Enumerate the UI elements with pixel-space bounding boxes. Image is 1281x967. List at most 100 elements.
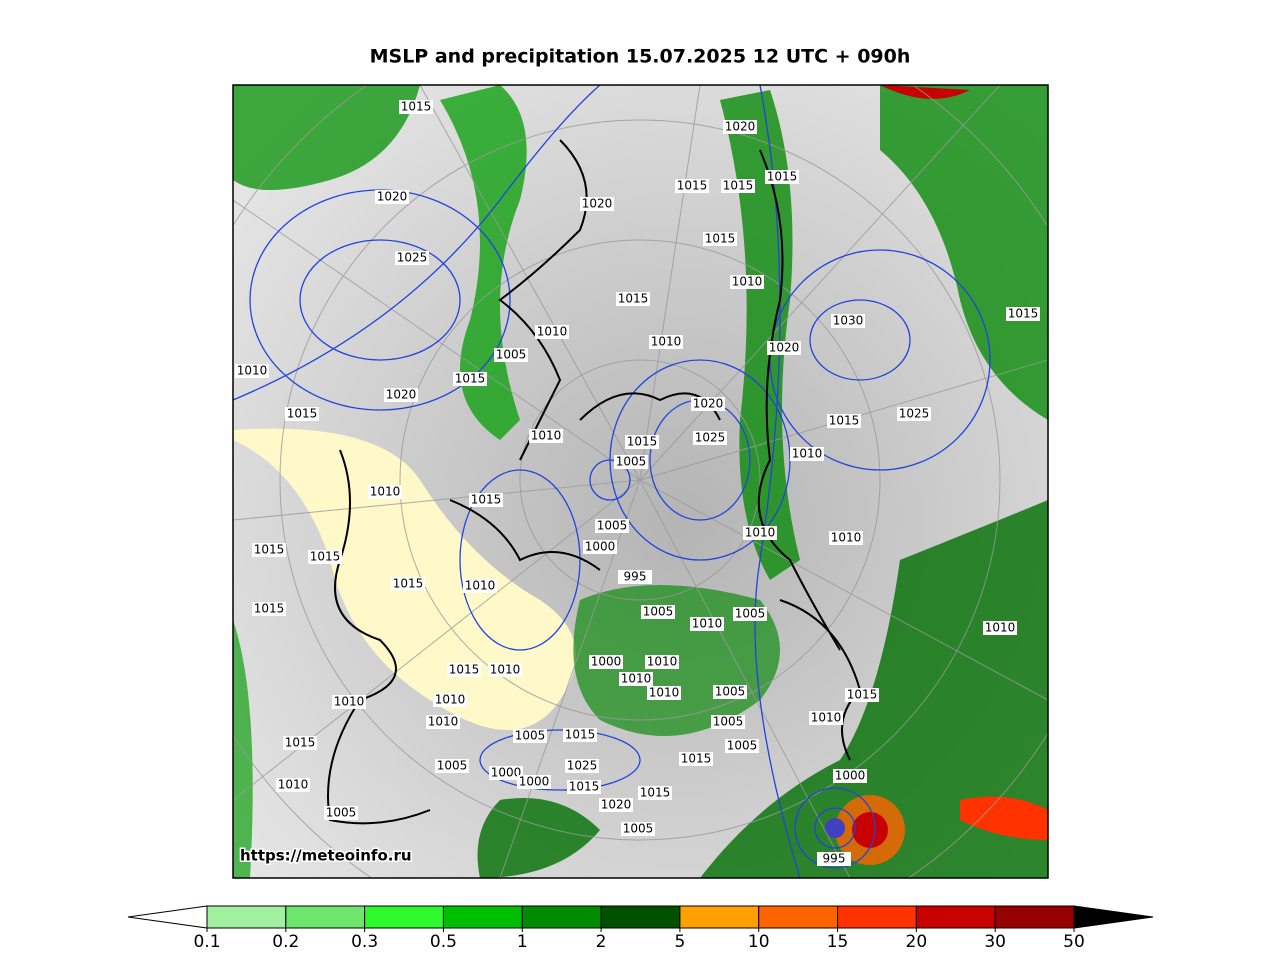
isobar-label-bg [679, 752, 713, 766]
isobar-label: 1015 [393, 577, 424, 591]
isobar-label-bg [829, 531, 863, 545]
isobar-label-bg [1006, 307, 1040, 321]
isobar-label: 1010 [428, 715, 459, 729]
isobar-label-bg [675, 179, 709, 193]
isobar-label-bg [733, 607, 767, 621]
isobar-label: 1010 [985, 621, 1016, 635]
isobar-label-bg [743, 526, 777, 540]
colorbar-label: 2 [596, 932, 607, 952]
isobar-label-bg [580, 197, 614, 211]
isobar-label-bg [817, 852, 851, 866]
colorbar-label: 10 [748, 932, 770, 952]
isobar-label: 1015 [829, 414, 860, 428]
map-frame [232, 84, 1049, 879]
isobar-label-bg [447, 663, 481, 677]
colorbar: 0.1 0.2 0.3 0.5 1 2 5 10 15 20 30 50 [127, 905, 1154, 952]
isobar-label: 995 [624, 570, 647, 584]
isobar-label: 1005 [713, 715, 744, 729]
isobar-label-bg [599, 798, 633, 812]
isobar-label-bg [399, 100, 433, 114]
isobar-label: 1015 [254, 543, 285, 557]
isobar-label-bg [235, 364, 269, 378]
isobar-label: 1025 [695, 431, 726, 445]
isobar-label-bg [433, 693, 467, 707]
isobar-label-bg [713, 685, 747, 699]
isobar-label-bg [489, 766, 523, 780]
isobar-label-bg [375, 190, 409, 204]
isobar-label: 1015 [681, 752, 712, 766]
isobar-label: 1010 [334, 695, 365, 709]
isobar-label: 1000 [519, 775, 550, 789]
isobar-label: 1005 [437, 759, 468, 773]
isobar-label: 1020 [725, 120, 756, 134]
colorbar-box [915, 905, 996, 929]
isobar-label-bg [453, 372, 487, 386]
isobar-label-bg [616, 292, 650, 306]
isobar-label-bg [767, 341, 801, 355]
colorbar-label: 50 [1063, 932, 1085, 952]
colorbar-box [994, 905, 1075, 929]
colorbar-label: 0.2 [272, 932, 299, 952]
isobar-label-bg [463, 579, 497, 593]
isobar-label-bg [589, 655, 623, 669]
isobar-label: 1010 [649, 686, 680, 700]
isobar-label-bg [638, 786, 672, 800]
isobar-label: 1020 [582, 197, 613, 211]
isobar-label: 1005 [643, 605, 674, 619]
colorbar-box [285, 905, 366, 929]
isobar-label: 1010 [732, 275, 763, 289]
isobar-label: 1025 [567, 759, 598, 773]
isobar-label: 1015 [310, 550, 341, 564]
isobar-label: 1010 [278, 778, 309, 792]
isobar-label: 1005 [597, 519, 628, 533]
isobar-label-bg [614, 455, 648, 469]
isobar-label-bg [809, 711, 843, 725]
colorbar-label: 1 [517, 932, 528, 952]
isobar-label: 1015 [285, 736, 316, 750]
isobar-label-bg [619, 672, 653, 686]
isobar-label-bg [721, 179, 755, 193]
isobar-label-bg [563, 728, 597, 742]
isobar-label: 1020 [377, 190, 408, 204]
isobar-label: 1015 [618, 292, 649, 306]
isobar-label: 1010 [370, 485, 401, 499]
isobar-label-bg [645, 655, 679, 669]
colorbar-label: 30 [984, 932, 1006, 952]
isobar-label-bg [983, 621, 1017, 635]
isobar-label-bg [308, 550, 342, 564]
colorbar-label: 15 [827, 932, 849, 952]
isobar-label-bg [725, 739, 759, 753]
isobar-label-bg [790, 447, 824, 461]
isobar-label-bg [730, 275, 764, 289]
isobar-label-bg [833, 769, 867, 783]
isobar-label-bg [691, 397, 725, 411]
isobar-label-bg [283, 736, 317, 750]
isobar-label: 1015 [401, 100, 432, 114]
isobar-label: 1010 [237, 364, 268, 378]
isobar-label-bg [494, 348, 528, 362]
isobar-label: 1005 [515, 729, 546, 743]
colorbar-label: 0.5 [430, 932, 457, 952]
colorbar-box [837, 905, 917, 929]
isobar-label: 1015 [677, 179, 708, 193]
isobar-label-bg [391, 577, 425, 591]
isobar-label-bg [332, 695, 366, 709]
colorbar-label: 0.1 [193, 932, 220, 952]
isobar-label-bg [435, 759, 469, 773]
isobar-label: 1015 [705, 232, 736, 246]
isobar-label-bg [703, 232, 737, 246]
isobar-label-bg [831, 314, 865, 328]
isobar-label: 1010 [490, 663, 521, 677]
isobar-label: 1010 [651, 335, 682, 349]
isobar-label: 1015 [1008, 307, 1039, 321]
isobar-label: 1015 [640, 786, 671, 800]
isobar-label-bg [252, 543, 286, 557]
isobar-label-bg [711, 715, 745, 729]
isobar-label: 1020 [693, 397, 724, 411]
colorbar-low-end [127, 905, 208, 929]
isobar-label-bg [845, 688, 879, 702]
colorbar-box [679, 905, 760, 929]
isobar-label: 1025 [397, 251, 428, 265]
isobar-label: 1000 [585, 540, 616, 554]
isobar-label-bg [641, 605, 675, 619]
